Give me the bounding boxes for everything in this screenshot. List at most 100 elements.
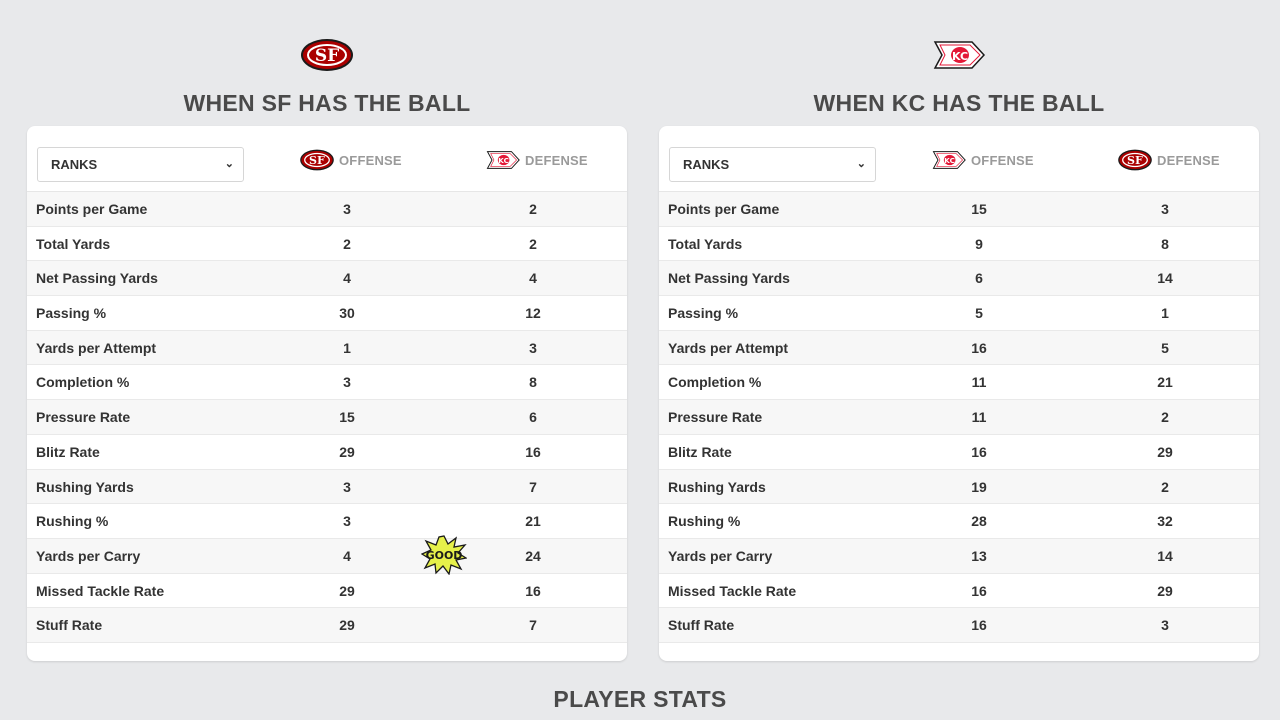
stat-label: Pressure Rate [668,409,763,426]
select-value: RANKS [683,157,730,172]
defense-rank-value: 16 [525,582,541,599]
chevron-down-icon: ⌄ [224,158,234,170]
defense-rank-value: 14 [1157,270,1173,287]
offense-rank-value: 3 [343,478,351,495]
stat-label: Missed Tackle Rate [668,582,797,599]
stat-label: Points per Game [668,201,780,217]
table-row: Stuff Rate 16 3 [659,608,1259,643]
table-row: Passing % 5 1 [659,296,1259,331]
table-row: Blitz Rate 16 29 [659,435,1259,470]
stat-label: Blitz Rate [668,443,732,460]
offense-rank-value: 16 [971,582,987,599]
table-row: Net Passing Yards 4 4 [27,261,627,297]
stat-label: Net Passing Yards [36,270,158,287]
stat-label: Yards per Attempt [36,339,157,356]
stat-label: Rushing Yards [36,478,134,495]
stat-label: Total Yards [668,235,743,252]
stat-label: Stuff Rate [668,617,735,634]
ranks-select[interactable]: RANKS ⌄ [37,147,244,182]
section-title: WHEN SF HAS THE BALL [183,90,471,116]
table-row: Yards per Carry 4 24 [27,538,627,574]
defense-rank-value: 29 [1157,582,1173,599]
stat-label: Rushing % [36,513,109,530]
table-row: Blitz Rate 29 16 [27,435,627,470]
table-row: Rushing % 28 32 [659,504,1259,539]
column-label: OFFENSE [971,152,1034,168]
table-row: Rushing % 3 21 [27,504,627,539]
offense-rank-value: 5 [975,305,983,322]
offense-rank-value: 4 [343,547,351,564]
stat-label: Completion % [668,374,762,391]
sf-49ers-logo-icon [300,38,354,72]
kc-chiefs-logo-icon [932,38,986,72]
defense-rank-value: 2 [1161,409,1169,426]
offense-rank-value: 29 [339,617,355,634]
table-row: Stuff Rate 29 7 [27,608,627,643]
defense-rank-value: 29 [1157,443,1173,460]
offense-rank-value: 11 [971,409,987,426]
card-header: RANKS ⌄ OFFENSE DEFENSE [27,126,627,192]
defense-rank-value: 1 [1161,305,1169,322]
defense-rank-value: 21 [525,513,541,530]
ranks-select[interactable]: RANKS ⌄ [669,147,876,182]
defense-column-header: DEFENSE [485,148,588,172]
stat-label: Points per Game [36,201,148,217]
stat-label: Rushing % [668,513,741,530]
table-row: Rushing Yards 19 2 [659,469,1259,505]
defense-rank-value: 7 [529,617,537,634]
stat-label: Stuff Rate [36,617,103,634]
offense-rank-value: 16 [971,443,987,460]
stat-label: Yards per Carry [668,547,773,564]
table-row: Points per Game 3 2 [27,192,627,227]
column-label: DEFENSE [525,152,588,168]
offense-rank-value: 30 [339,305,355,322]
defense-rank-value: 7 [529,478,537,495]
table-row: Net Passing Yards 6 14 [659,261,1259,297]
stat-label: Yards per Attempt [668,339,789,356]
section-title: WHEN KC HAS THE BALL [813,90,1105,116]
kc-chiefs-logo-icon [931,149,967,171]
stat-label: Rushing Yards [668,478,766,495]
table-row: Yards per Carry 13 14 [659,538,1259,574]
offense-rank-value: 6 [975,270,983,287]
column-label: DEFENSE [1157,152,1220,168]
offense-rank-value: 3 [343,374,351,391]
offense-column-header: OFFENSE [299,148,402,172]
offense-rank-value: 16 [971,339,987,356]
stat-label: Completion % [36,374,130,391]
defense-rank-value: 3 [1161,617,1169,634]
stat-label: Pressure Rate [36,409,131,426]
stat-label: Missed Tackle Rate [36,582,165,599]
offense-rank-value: 29 [339,582,355,599]
table-row: Total Yards 2 2 [27,227,627,262]
offense-column-header: OFFENSE [931,148,1034,172]
defense-rank-value: 3 [529,339,537,356]
defense-rank-value: 3 [1161,201,1169,217]
good-burst-icon: GOOD [421,535,467,575]
stat-label: Net Passing Yards [668,270,790,287]
select-value: RANKS [51,157,98,172]
defense-rank-value: 8 [1161,235,1169,252]
defense-rank-value: 8 [529,374,537,391]
defense-rank-value: 4 [529,270,537,287]
defense-rank-value: 12 [525,305,541,322]
defense-rank-value: 2 [529,235,537,252]
offense-rank-value: 3 [343,513,351,530]
defense-rank-value: 16 [525,443,541,460]
card-header: RANKS ⌄ OFFENSE DEFENSE [659,126,1259,192]
table-row: Pressure Rate 11 2 [659,400,1259,435]
table-row: Yards per Attempt 16 5 [659,330,1259,366]
defense-rank-value: 2 [529,201,537,217]
table-row: Points per Game 15 3 [659,192,1259,227]
stat-label: Passing % [36,305,107,322]
table-row: Pressure Rate 15 6 [27,400,627,435]
defense-rank-value: 14 [1157,547,1173,564]
defense-column-header: DEFENSE [1117,148,1220,172]
offense-rank-value: 19 [971,478,987,495]
stat-label: Passing % [668,305,739,322]
stats-card: RANKS ⌄ OFFENSE DEFENSE Points per Game 1… [659,126,1259,661]
offense-rank-value: 11 [971,374,987,391]
offense-rank-value: 2 [343,235,351,252]
offense-rank-value: 29 [339,443,355,460]
table-row: Passing % 30 12 [27,296,627,331]
